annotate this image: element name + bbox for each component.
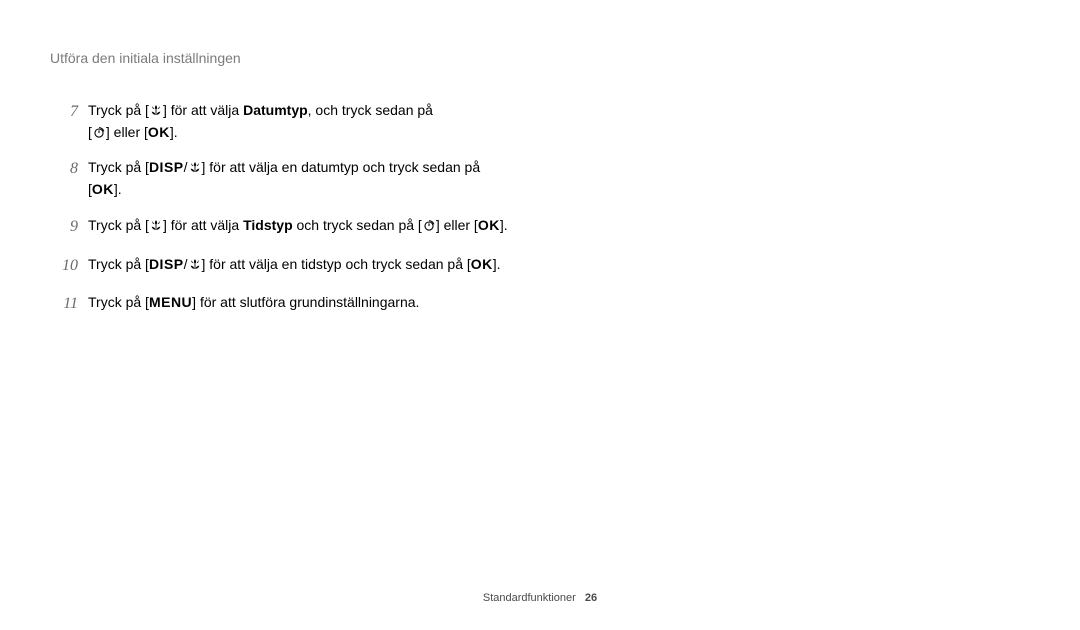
- step-body: Tryck på [] för att välja Tidstyp och tr…: [88, 215, 690, 237]
- page-footer: Standardfunktioner 26: [0, 592, 1080, 604]
- flower-icon: [149, 219, 163, 232]
- step-body: Tryck på [DISP/] för att välja en datumt…: [88, 157, 690, 200]
- footer-page-number: 26: [585, 592, 597, 604]
- bold-term: Datumtyp: [243, 102, 308, 118]
- flower-icon: [188, 161, 202, 174]
- timer-icon: [422, 219, 436, 232]
- disp-label: DISP: [149, 256, 184, 272]
- step-list: 7Tryck på [] för att välja Datumtyp, och…: [50, 100, 690, 317]
- flower-icon: [149, 104, 163, 117]
- bold-term: Tidstyp: [243, 217, 293, 233]
- ok-label: OK: [92, 181, 114, 197]
- step-item: 11Tryck på [MENU] för att slutföra grund…: [50, 292, 690, 317]
- timer-icon: [92, 126, 106, 139]
- step-item: 10Tryck på [DISP/] för att välja en tids…: [50, 254, 690, 279]
- page-header: Utföra den initiala inställningen: [50, 50, 1030, 66]
- step-number: 10: [50, 254, 88, 279]
- step-number: 8: [50, 157, 88, 182]
- ok-label: OK: [148, 124, 170, 140]
- menu-label: MENU: [149, 294, 192, 310]
- flower-icon: [188, 258, 202, 271]
- step-number: 9: [50, 215, 88, 240]
- step-number: 11: [50, 292, 88, 317]
- step-item: 9Tryck på [] för att välja Tidstyp och t…: [50, 215, 690, 240]
- ok-label: OK: [471, 256, 493, 272]
- page: Utföra den initiala inställningen 7Tryck…: [0, 0, 1080, 630]
- step-number: 7: [50, 100, 88, 125]
- disp-label: DISP: [149, 159, 184, 175]
- step-body: Tryck på [MENU] för att slutföra grundin…: [88, 292, 690, 314]
- step-item: 7Tryck på [] för att välja Datumtyp, och…: [50, 100, 690, 143]
- step-body: Tryck på [DISP/] för att välja en tidsty…: [88, 254, 690, 276]
- footer-label: Standardfunktioner: [483, 592, 576, 604]
- step-body: Tryck på [] för att välja Datumtyp, och …: [88, 100, 690, 143]
- step-item: 8Tryck på [DISP/] för att välja en datum…: [50, 157, 690, 200]
- ok-label: OK: [478, 217, 500, 233]
